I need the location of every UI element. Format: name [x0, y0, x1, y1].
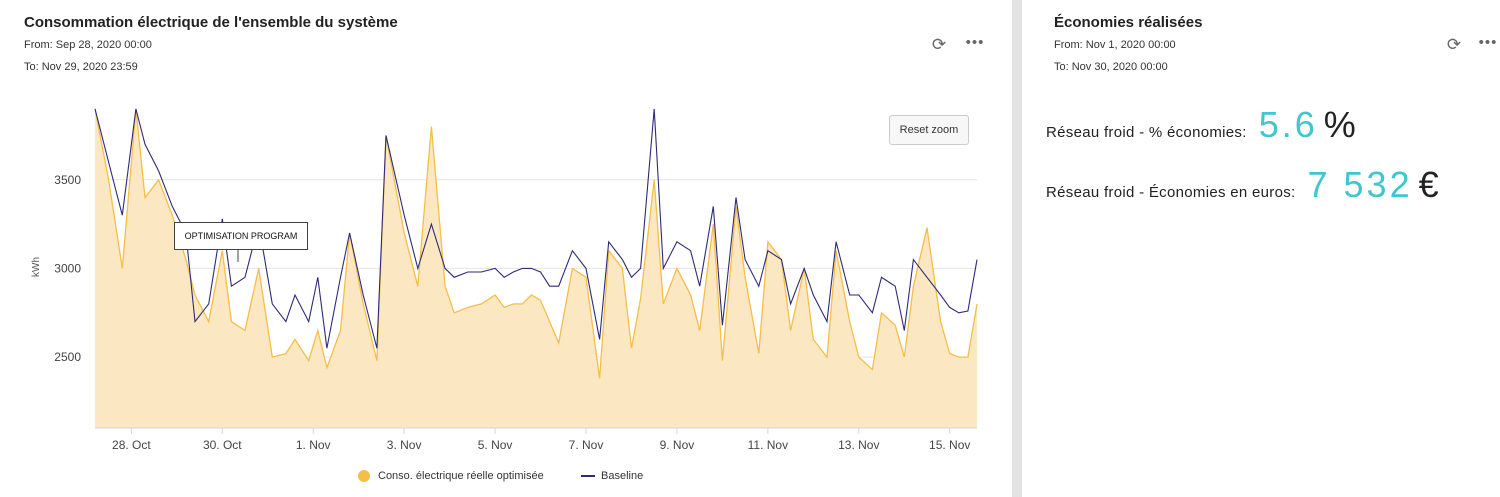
date-to: To: Nov 29, 2020 23:59: [24, 61, 138, 73]
x-tick-label: 9. Nov: [660, 438, 695, 452]
date-from: From: Sep 28, 2020 00:00: [24, 39, 152, 51]
legend-item-optimized[interactable]: Conso. électrique réelle optimisée: [358, 470, 544, 482]
kpi-euro-savings: Réseau froid - Économies en euros: 7 532…: [1046, 164, 1439, 206]
y-tick-label: 3500: [54, 173, 81, 187]
y-tick-label: 2500: [54, 350, 81, 364]
optimized-consumption-area: [95, 108, 977, 429]
legend-label: Baseline: [601, 470, 644, 482]
x-tick-label: 13. Nov: [838, 438, 879, 452]
kpi-label: Réseau froid - Économies en euros:: [1046, 184, 1296, 201]
x-tick-label: 30. Oct: [203, 438, 242, 452]
more-icon[interactable]: •••: [965, 34, 985, 51]
kpi-unit: €: [1418, 164, 1439, 205]
legend-item-baseline[interactable]: Baseline: [581, 470, 643, 482]
optimized-consumption-line: [94, 108, 978, 379]
kpi-value: 7 532: [1307, 164, 1413, 205]
y-tick-label: 3000: [54, 261, 81, 275]
x-tick-label: 3. Nov: [387, 438, 422, 452]
legend-marker-circle: [358, 470, 370, 482]
kpi-percent-savings: Réseau froid - % économies: 5.6 %: [1046, 104, 1356, 146]
x-tick-label: 7. Nov: [569, 438, 604, 452]
reset-zoom-button[interactable]: Reset zoom: [889, 115, 969, 145]
legend-marker-line: [581, 475, 595, 477]
panel-title: Économies réalisées: [1054, 14, 1203, 31]
date-to: To: Nov 30, 2020 00:00: [1054, 61, 1168, 73]
legend-label: Conso. électrique réelle optimisée: [378, 470, 544, 482]
x-tick-label: 5. Nov: [478, 438, 513, 452]
x-tick-label: 1. Nov: [296, 438, 331, 452]
panel-title: Consommation électrique de l'ensemble du…: [24, 14, 398, 31]
kpi-value: 5.6: [1258, 104, 1318, 145]
x-tick-label: 11. Nov: [748, 438, 788, 452]
kpi-label: Réseau froid - % économies:: [1046, 124, 1247, 141]
more-icon[interactable]: •••: [1478, 34, 1498, 51]
consumption-chart[interactable]: 2500 3000 3500 28. Oct 30. Oct 1. Nov 3. Nov 5…: [0, 0, 1000, 497]
refresh-icon[interactable]: ⟳: [931, 35, 947, 54]
panel-divider: [1012, 0, 1022, 497]
x-tick-label: 28. Oct: [112, 438, 151, 452]
optimisation-annotation: OPTIMISATION PROGRAM: [174, 222, 308, 250]
kpi-unit: %: [1323, 104, 1356, 145]
consumption-panel: Consommation électrique de l'ensemble du…: [0, 0, 1000, 497]
date-from: From: Nov 1, 2020 00:00: [1054, 39, 1176, 51]
refresh-icon[interactable]: ⟳: [1446, 35, 1462, 54]
y-axis-label: kWh: [31, 257, 42, 277]
savings-panel: Économies réalisées From: Nov 1, 2020 00…: [1022, 0, 1500, 497]
x-tick-label: 15. Nov: [929, 438, 970, 452]
